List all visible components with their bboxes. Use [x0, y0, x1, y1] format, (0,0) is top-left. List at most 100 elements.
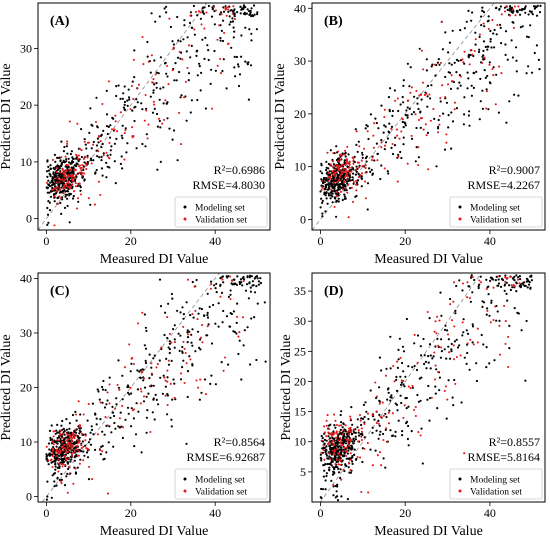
data-point: [468, 110, 471, 113]
data-point: [69, 152, 72, 156]
data-point: [161, 392, 164, 395]
data-point: [396, 360, 399, 363]
data-point: [233, 66, 236, 69]
data-point: [373, 418, 376, 421]
data-point: [332, 439, 335, 442]
data-point: [433, 351, 436, 354]
data-point: [77, 454, 80, 457]
data-point: [346, 433, 349, 436]
data-point: [168, 17, 171, 20]
data-point: [350, 166, 353, 169]
data-point: [448, 62, 451, 65]
data-point: [390, 394, 393, 397]
legend-marker: [183, 489, 187, 493]
data-point: [488, 362, 491, 365]
data-point: [81, 432, 84, 435]
data-point: [333, 443, 336, 446]
data-point: [74, 428, 77, 431]
data-point: [340, 440, 343, 443]
data-point: [475, 379, 478, 383]
data-point: [433, 117, 436, 120]
y-tick-label: 30: [294, 54, 306, 68]
data-point: [188, 330, 191, 333]
y-tick-label: 0: [26, 212, 32, 226]
data-point: [219, 284, 222, 287]
data-point: [106, 154, 109, 157]
data-point: [396, 134, 399, 137]
data-point: [225, 14, 228, 17]
data-point: [204, 36, 207, 40]
data-point: [357, 440, 360, 443]
data-point: [399, 356, 402, 359]
data-point: [327, 162, 330, 166]
data-point: [416, 97, 419, 100]
data-point: [527, 36, 530, 39]
data-point: [67, 431, 70, 434]
data-point: [374, 381, 377, 384]
data-point: [118, 417, 121, 420]
data-point: [341, 433, 344, 436]
data-point: [87, 441, 90, 444]
data-point: [331, 160, 335, 163]
data-point: [481, 305, 484, 308]
data-point: [423, 362, 426, 366]
data-point: [352, 437, 355, 440]
data-point: [493, 46, 496, 49]
data-point: [484, 45, 487, 49]
data-point: [67, 187, 70, 190]
data-point: [139, 376, 142, 380]
data-point: [487, 293, 490, 296]
data-point: [145, 329, 148, 332]
data-point: [191, 344, 194, 347]
data-point: [448, 41, 451, 44]
data-point: [163, 7, 166, 10]
data-point: [52, 472, 56, 475]
data-point: [525, 319, 528, 323]
data-point: [440, 314, 443, 317]
data-point: [66, 152, 69, 155]
data-point: [360, 185, 363, 188]
data-point: [437, 344, 440, 347]
data-point: [157, 117, 161, 120]
data-point: [63, 429, 66, 432]
data-point: [176, 15, 179, 19]
data-point: [61, 167, 64, 171]
data-point: [70, 454, 74, 457]
data-point: [253, 13, 256, 16]
data-point: [53, 196, 56, 199]
data-point: [333, 453, 336, 456]
data-point: [472, 343, 475, 346]
data-point: [345, 450, 348, 453]
data-point: [383, 124, 386, 127]
data-point: [198, 62, 201, 65]
data-point: [113, 142, 116, 145]
data-point: [150, 372, 153, 375]
data-point: [403, 385, 406, 388]
data-point: [47, 463, 50, 466]
data-point: [78, 429, 81, 432]
data-point: [55, 445, 58, 448]
data-point: [321, 436, 324, 440]
data-point: [137, 83, 140, 86]
data-point: [441, 48, 444, 51]
data-point: [479, 275, 482, 278]
data-point: [435, 165, 438, 168]
data-point: [344, 170, 348, 173]
data-point: [64, 174, 67, 177]
data-point: [73, 450, 76, 453]
data-point: [341, 426, 344, 429]
data-point: [439, 97, 442, 100]
data-point: [459, 29, 462, 32]
data-point: [336, 499, 340, 502]
data-point: [347, 446, 350, 449]
data-point: [450, 111, 453, 114]
data-point: [142, 400, 146, 403]
data-point: [339, 174, 342, 177]
data-point: [451, 120, 455, 123]
data-point: [335, 490, 338, 493]
data-point: [139, 369, 142, 372]
data-point: [432, 107, 435, 111]
data-point: [347, 427, 351, 430]
data-point: [447, 114, 450, 117]
